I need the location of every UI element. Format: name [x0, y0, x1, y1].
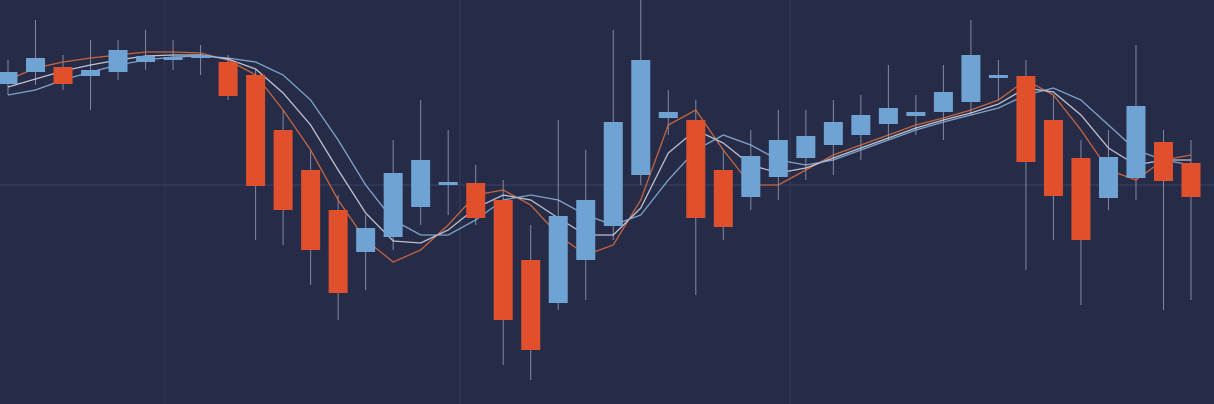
candle-body [631, 60, 651, 175]
candle-body [796, 136, 816, 158]
candle-body [576, 200, 596, 260]
candle-body [191, 55, 211, 58]
candle-body [961, 55, 981, 102]
candle-body [906, 112, 926, 116]
candle-body [851, 115, 871, 135]
candle-body [0, 72, 18, 84]
candle-body [1181, 163, 1201, 197]
candle-body [713, 170, 733, 227]
candle-body [108, 50, 128, 72]
candle-body [246, 75, 266, 186]
candle-body [356, 228, 376, 252]
candle-body [136, 56, 156, 62]
candle-body [878, 108, 898, 124]
candle-body [548, 216, 568, 303]
candle-body [328, 210, 348, 293]
candle-body [1071, 158, 1091, 240]
candle-body [1153, 142, 1173, 181]
candle-body [1098, 157, 1118, 198]
candle-body [301, 170, 321, 250]
candle-body [466, 183, 486, 218]
candle-body [163, 57, 183, 60]
candle-body [823, 122, 843, 145]
candle-body [988, 75, 1008, 78]
candle-body [383, 173, 403, 237]
candle-body [411, 160, 431, 207]
candle-body [493, 200, 513, 320]
candle-body [603, 122, 623, 226]
moving-average [7, 51, 1192, 263]
candle-body [686, 120, 706, 218]
candle-body [768, 140, 788, 177]
candle-body [438, 182, 458, 185]
candle-body [933, 92, 953, 112]
candle-body [53, 67, 73, 84]
candle-body [1126, 106, 1146, 178]
candle-body [273, 130, 293, 210]
candle-body [81, 70, 101, 76]
candle-body [1043, 120, 1063, 196]
candle-body [26, 58, 46, 72]
candle-body [218, 62, 238, 96]
candle-body [521, 260, 541, 350]
candle-body [741, 156, 761, 197]
candle-body [1016, 76, 1036, 162]
candle-body [658, 112, 678, 118]
